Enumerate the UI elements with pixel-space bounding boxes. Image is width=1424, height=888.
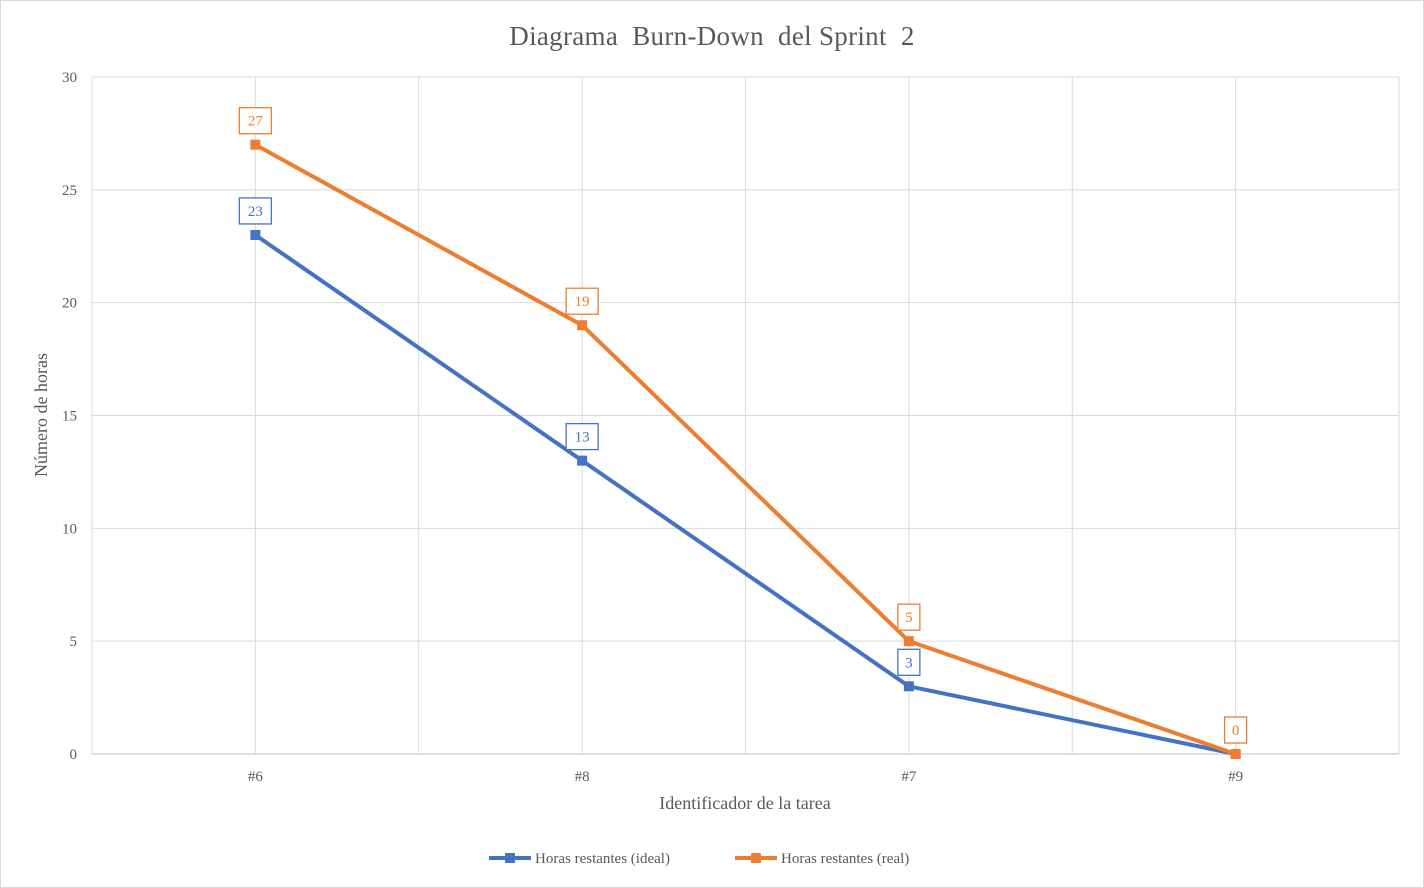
- data-label: 0: [1232, 723, 1240, 739]
- series-lines: [250, 139, 1241, 759]
- data-point-marker: [250, 139, 261, 150]
- x-tick-label: #9: [1228, 769, 1243, 785]
- series-line-real: [254, 142, 1237, 756]
- x-tick-label: #7: [901, 769, 917, 785]
- data-label: 13: [575, 430, 590, 446]
- data-label: 23: [248, 204, 263, 220]
- legend-marker: [505, 853, 515, 863]
- y-tick-label: 25: [62, 183, 77, 199]
- y-tick-label: 30: [62, 70, 77, 86]
- data-labels: 23 13 3 27 19 5 0: [238, 107, 1248, 744]
- data-label: 5: [905, 610, 913, 626]
- y-tick-label: 20: [62, 296, 77, 312]
- legend-marker: [751, 853, 761, 863]
- x-axis-ticks: #6 #8 #7 #9: [248, 769, 1243, 785]
- data-point-marker: [577, 455, 588, 466]
- legend-label: Horas restantes (real): [781, 851, 909, 867]
- data-point-marker: [1230, 749, 1241, 759]
- y-tick-label: 10: [62, 521, 77, 537]
- data-label-box: [1223, 716, 1248, 744]
- data-label: 27: [248, 114, 264, 130]
- data-label: 3: [905, 655, 913, 671]
- y-tick-label: 5: [70, 634, 78, 650]
- chart-title: Diagrama Burn-Down del Sprint 2: [509, 21, 914, 51]
- data-label-box: [565, 422, 599, 451]
- y-tick-label: 0: [70, 747, 78, 763]
- y-axis-ticks: 0 5 10 15 20 25 30: [62, 70, 77, 763]
- data-point-marker: [903, 681, 914, 692]
- y-axis-title: Número de horas: [31, 353, 51, 477]
- data-label: 19: [575, 294, 590, 310]
- x-tick-label: #6: [248, 769, 264, 785]
- data-label-box: [238, 107, 273, 135]
- legend-label: Horas restantes (ideal): [535, 851, 670, 867]
- data-label-box: [897, 603, 921, 631]
- data-point-marker: [250, 229, 261, 240]
- series-line-ideal: [254, 233, 1237, 756]
- gridlines: [91, 76, 1400, 755]
- data-label-box: [565, 287, 599, 315]
- data-point-marker: [903, 636, 914, 647]
- data-label-box: [238, 197, 273, 225]
- x-tick-label: #8: [575, 769, 590, 785]
- legend: Horas restantes (ideal) Horas restantes (…: [489, 851, 909, 867]
- x-axis-title: Identificador de la tarea: [659, 793, 830, 813]
- y-tick-label: 15: [62, 409, 77, 425]
- data-label-box: [897, 648, 921, 676]
- data-point-marker: [577, 320, 588, 331]
